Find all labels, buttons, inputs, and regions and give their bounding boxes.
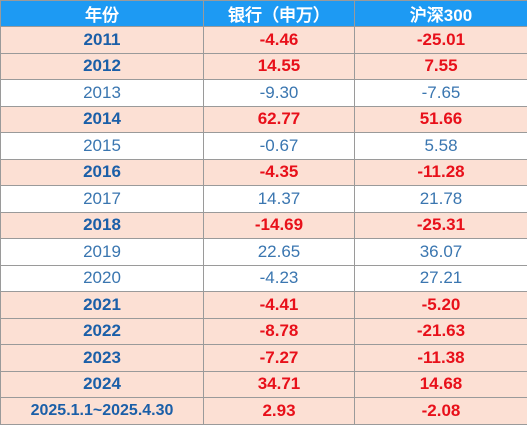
table-row: 2017 14.37 21.78	[0, 185, 527, 213]
bank-return-cell: 34.71	[203, 370, 355, 398]
bank-return-cell: -8.78	[203, 317, 355, 345]
table-row: 2020 -4.23 27.21	[0, 264, 527, 292]
table-row: 2016 -4.35 -11.28	[0, 158, 527, 186]
bank-return-cell: -14.69	[203, 211, 355, 239]
csi300-return-cell: 36.07	[354, 238, 527, 266]
csi300-return-cell: -25.01	[354, 26, 527, 54]
year-cell: 2017	[0, 185, 204, 213]
bank-return-cell: -7.27	[203, 344, 355, 372]
year-cell: 2022	[0, 317, 204, 345]
year-cell: 2024	[0, 370, 204, 398]
table-row: 2024 34.71 14.68	[0, 370, 527, 398]
bank-return-cell: 22.65	[203, 238, 355, 266]
header-csi300: 沪深300	[354, 0, 527, 27]
bank-return-cell: 14.37	[203, 185, 355, 213]
table-body: 2011 -4.46 -25.01 2012 14.55 7.55 2013 -9.30 -7.…	[0, 26, 527, 425]
bank-return-cell: 2.93	[203, 397, 355, 425]
csi300-return-cell: -11.28	[354, 158, 527, 186]
year-cell: 2021	[0, 291, 204, 319]
csi300-return-cell: -7.65	[354, 79, 527, 107]
table-row: 2025.1.1~2025.4.30 2.93 -2.08	[0, 397, 527, 425]
header-year: 年份	[0, 0, 204, 27]
table-row: 2013 -9.30 -7.65	[0, 79, 527, 107]
csi300-return-cell: 14.68	[354, 370, 527, 398]
csi300-return-cell: -21.63	[354, 317, 527, 345]
year-cell: 2020	[0, 264, 204, 292]
csi300-return-cell: 7.55	[354, 52, 527, 80]
bank-return-cell: 62.77	[203, 105, 355, 133]
bank-return-cell: -0.67	[203, 132, 355, 160]
table-row: 2021 -4.41 -5.20	[0, 291, 527, 319]
year-cell: 2011	[0, 26, 204, 54]
csi300-return-cell: -2.08	[354, 397, 527, 425]
table-row: 2022 -8.78 -21.63	[0, 317, 527, 345]
csi300-return-cell: -25.31	[354, 211, 527, 239]
csi300-return-cell: 21.78	[354, 185, 527, 213]
table-row: 2012 14.55 7.55	[0, 52, 527, 80]
bank-return-cell: -4.23	[203, 264, 355, 292]
header-bank: 银行（申万）	[203, 0, 355, 27]
bank-return-cell: -9.30	[203, 79, 355, 107]
year-cell: 2018	[0, 211, 204, 239]
year-cell: 2023	[0, 344, 204, 372]
year-cell: 2012	[0, 52, 204, 80]
table-row: 2023 -7.27 -11.38	[0, 344, 527, 372]
bank-return-cell: 14.55	[203, 52, 355, 80]
bank-return-cell: -4.46	[203, 26, 355, 54]
bank-return-cell: -4.35	[203, 158, 355, 186]
csi300-return-cell: 51.66	[354, 105, 527, 133]
header-row: 年份 银行（申万） 沪深300	[0, 0, 527, 27]
year-cell: 2013	[0, 79, 204, 107]
year-cell: 2015	[0, 132, 204, 160]
table-row: 2018 -14.69 -25.31	[0, 211, 527, 239]
table-row: 2015 -0.67 5.58	[0, 132, 527, 160]
csi300-return-cell: -11.38	[354, 344, 527, 372]
year-cell: 2025.1.1~2025.4.30	[0, 397, 204, 425]
year-cell: 2016	[0, 158, 204, 186]
csi300-return-cell: 5.58	[354, 132, 527, 160]
table-row: 2019 22.65 36.07	[0, 238, 527, 266]
csi300-return-cell: -5.20	[354, 291, 527, 319]
year-cell: 2014	[0, 105, 204, 133]
bank-return-cell: -4.41	[203, 291, 355, 319]
table-row: 2014 62.77 51.66	[0, 105, 527, 133]
csi300-return-cell: 27.21	[354, 264, 527, 292]
year-cell: 2019	[0, 238, 204, 266]
table-row: 2011 -4.46 -25.01	[0, 26, 527, 54]
